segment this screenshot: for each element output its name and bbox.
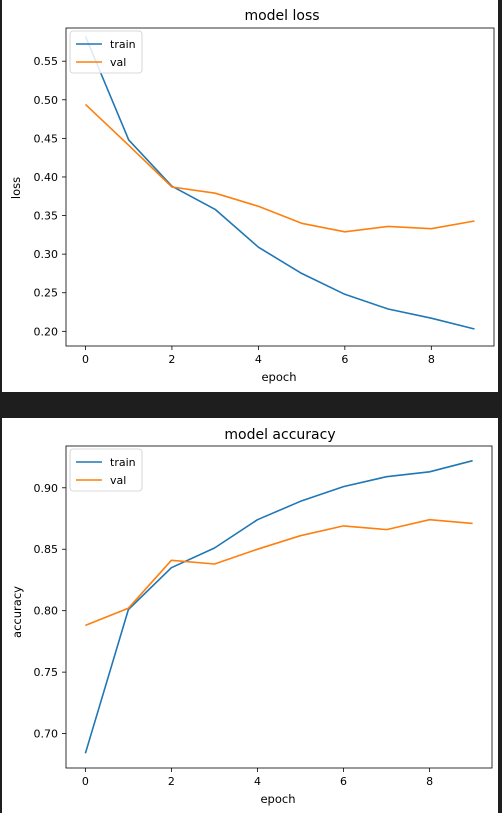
- y-tick-label: 0.80: [34, 605, 59, 618]
- plot-frame: [65, 27, 495, 347]
- x-tick-label: 2: [168, 353, 175, 366]
- x-tick-label: 4: [254, 775, 261, 788]
- x-tick-label: 8: [428, 353, 435, 366]
- series-line-train: [84, 459, 473, 754]
- loss-chart: model loss 0 2 4 6 8 0.20 0.25 0.30 0.35 0.40 0.45…: [9, 8, 495, 384]
- y-tick-label: 0.20: [34, 325, 59, 338]
- x-tick-label: 0: [82, 353, 89, 366]
- y-tick-label: 0.90: [34, 482, 59, 495]
- series-line-val: [84, 103, 475, 233]
- legend: train val: [69, 448, 143, 492]
- legend-label-val: val: [110, 474, 126, 487]
- x-tick-label: 6: [340, 775, 347, 788]
- series-line-train: [84, 36, 475, 330]
- y-axis-label: accuracy: [10, 586, 24, 638]
- y-tick-label: 0.75: [34, 666, 59, 679]
- accuracy-chart-panel: model accuracy 0 2 4 6 8 0.70 0.75 0.80 0.85 0.90…: [2, 418, 498, 813]
- x-axis-label: epoch: [260, 792, 295, 806]
- x-axis-label: epoch: [261, 370, 296, 384]
- legend-label-train: train: [110, 456, 136, 469]
- legend-label-train: train: [110, 38, 136, 51]
- legend-label-val: val: [110, 56, 126, 69]
- y-tick-label: 0.45: [34, 132, 59, 145]
- legend: train val: [69, 30, 143, 74]
- y-tick-label: 0.30: [34, 248, 59, 261]
- x-tick-label: 6: [341, 353, 348, 366]
- y-tick-label: 0.85: [34, 543, 59, 556]
- x-tick-label: 0: [82, 775, 89, 788]
- loss-chart-panel: model loss 0 2 4 6 8 0.20 0.25 0.30 0.35 0.40 0.45…: [2, 0, 498, 392]
- plot-frame: [65, 445, 493, 769]
- chart-title: model loss: [244, 8, 319, 24]
- x-tick-label: 4: [255, 353, 262, 366]
- y-tick-label: 0.35: [34, 210, 59, 223]
- x-tick-label: 8: [426, 775, 433, 788]
- accuracy-chart: model accuracy 0 2 4 6 8 0.70 0.75 0.80 0.85 0.90…: [10, 427, 493, 806]
- y-tick-label: 0.40: [34, 171, 59, 184]
- y-tick-label: 0.50: [34, 94, 59, 107]
- y-tick-label: 0.25: [34, 287, 59, 300]
- y-tick-label: 0.55: [34, 55, 59, 68]
- y-tick-label: 0.70: [34, 728, 59, 741]
- x-tick-label: 2: [168, 775, 175, 788]
- series-line-val: [85, 518, 473, 627]
- y-axis-label: loss: [9, 177, 23, 199]
- chart-title: model accuracy: [224, 427, 335, 443]
